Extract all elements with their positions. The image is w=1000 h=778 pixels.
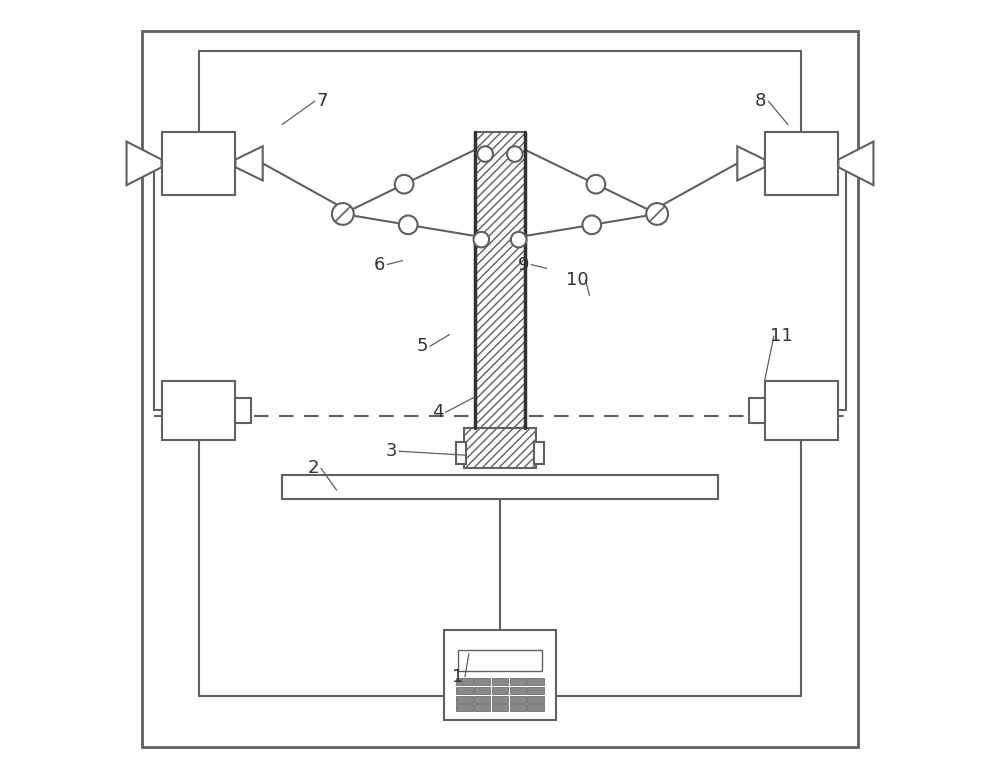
Bar	[458, 650, 542, 671]
Bar	[464, 428, 536, 468]
Bar	[474, 704, 490, 711]
Bar	[534, 442, 544, 464]
Bar	[235, 398, 251, 423]
Circle shape	[511, 232, 526, 247]
Bar	[527, 687, 544, 694]
Text: 2: 2	[308, 459, 319, 478]
Bar	[456, 678, 473, 685]
Text: 5: 5	[416, 337, 428, 356]
Circle shape	[582, 216, 601, 234]
Bar	[474, 678, 490, 685]
Text: 6: 6	[374, 255, 385, 274]
Circle shape	[477, 146, 493, 162]
Bar	[492, 704, 508, 711]
Circle shape	[332, 203, 354, 225]
Circle shape	[395, 175, 413, 194]
Bar	[456, 442, 466, 464]
Circle shape	[474, 232, 489, 247]
Polygon shape	[838, 142, 873, 185]
Bar	[456, 687, 473, 694]
Bar	[510, 678, 526, 685]
Bar	[527, 696, 544, 703]
Circle shape	[587, 175, 605, 194]
Bar	[492, 678, 508, 685]
Text: 8: 8	[755, 92, 766, 110]
Bar	[527, 704, 544, 711]
Bar	[527, 678, 544, 685]
Circle shape	[507, 146, 523, 162]
Bar	[282, 475, 718, 499]
Bar	[749, 398, 765, 423]
Bar	[475, 132, 525, 428]
Bar	[474, 696, 490, 703]
Polygon shape	[235, 146, 263, 180]
Text: 1: 1	[452, 668, 463, 686]
Bar	[492, 687, 508, 694]
Bar	[492, 696, 508, 703]
Bar	[510, 687, 526, 694]
Bar	[162, 132, 235, 194]
Circle shape	[399, 216, 418, 234]
Bar	[474, 687, 490, 694]
Circle shape	[646, 203, 668, 225]
Polygon shape	[127, 142, 162, 185]
Bar	[765, 132, 838, 194]
Bar	[510, 704, 526, 711]
Bar	[162, 381, 235, 440]
Text: 7: 7	[317, 92, 328, 110]
Bar	[765, 381, 838, 440]
Bar	[456, 704, 473, 711]
Text: 11: 11	[770, 327, 793, 345]
Text: 9: 9	[518, 255, 529, 274]
Polygon shape	[737, 146, 765, 180]
Bar	[444, 630, 556, 720]
Bar	[510, 696, 526, 703]
Text: 4: 4	[432, 403, 444, 422]
Text: 10: 10	[566, 271, 589, 289]
Bar	[456, 696, 473, 703]
Text: 3: 3	[385, 442, 397, 461]
